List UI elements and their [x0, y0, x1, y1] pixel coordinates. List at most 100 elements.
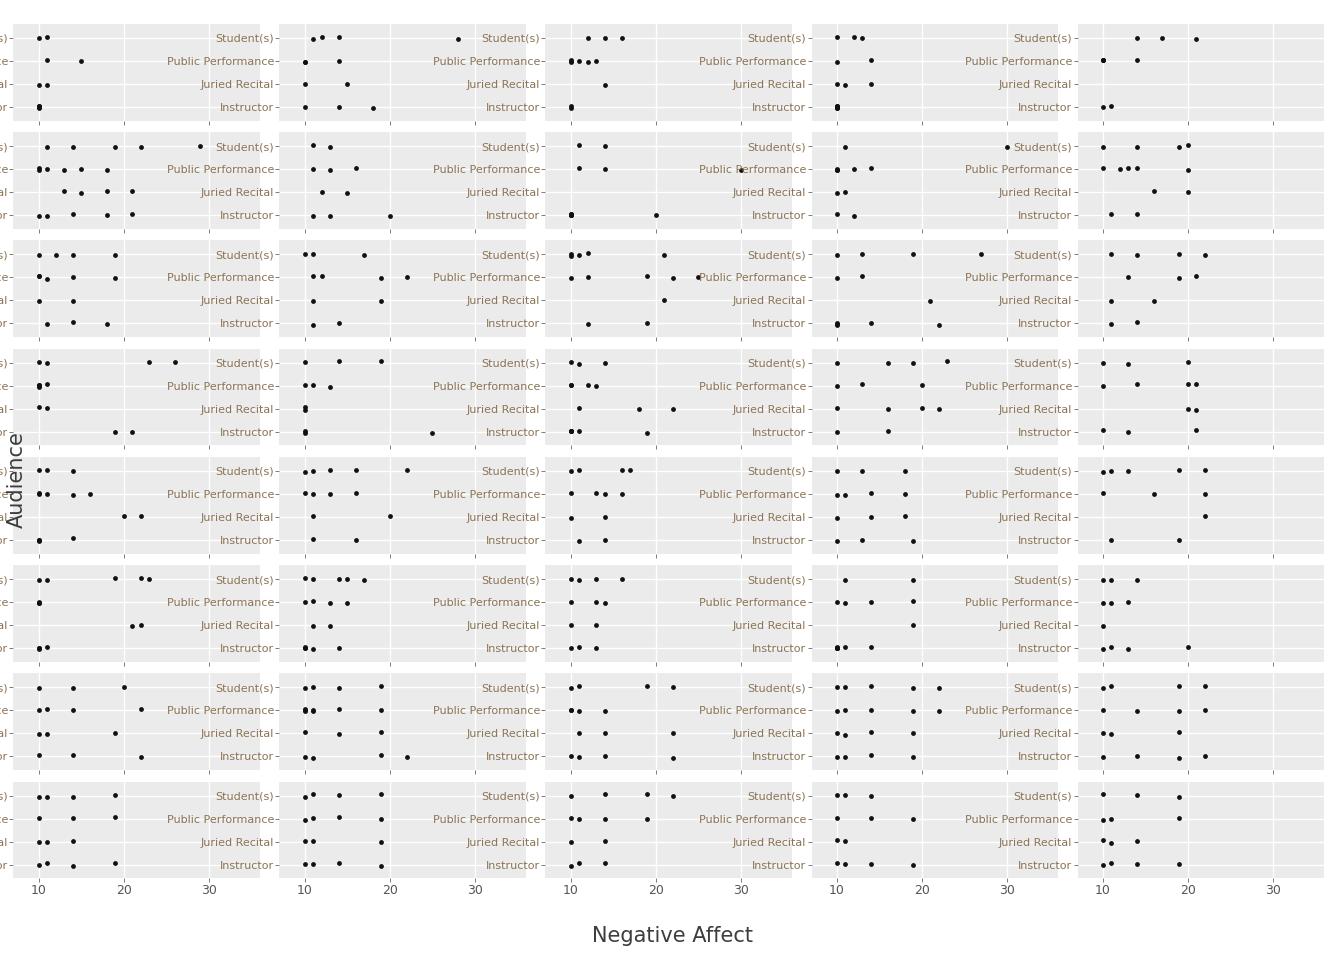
Point [827, 99, 848, 114]
Point [586, 640, 607, 656]
Point [46, 248, 67, 263]
Point [105, 139, 126, 155]
Point [594, 725, 616, 740]
Point [586, 53, 607, 68]
Point [371, 703, 392, 718]
Point [294, 247, 316, 262]
Point [1126, 856, 1148, 872]
Point [302, 487, 324, 502]
Point [294, 702, 316, 717]
Point [294, 354, 316, 370]
Point [302, 856, 324, 872]
Point [62, 747, 83, 762]
Point [594, 509, 616, 524]
Point [302, 593, 324, 609]
Point [852, 269, 874, 284]
Point [328, 99, 349, 114]
Point [302, 246, 324, 261]
Point [36, 77, 58, 92]
Point [835, 727, 856, 742]
Point [28, 378, 50, 394]
Point [903, 593, 925, 609]
Point [903, 247, 925, 262]
Point [637, 315, 659, 330]
Point [79, 486, 101, 501]
Point [312, 184, 333, 200]
Point [302, 137, 324, 153]
Point [62, 833, 83, 849]
Point [827, 316, 848, 331]
Point [28, 834, 50, 850]
Point [1195, 702, 1216, 717]
Point [294, 54, 316, 69]
Point [860, 639, 882, 655]
Point [302, 641, 324, 657]
Point [294, 749, 316, 764]
Point [860, 315, 882, 330]
Point [560, 377, 582, 393]
Point [1169, 246, 1191, 261]
Point [36, 400, 58, 416]
Point [28, 639, 50, 655]
Point [371, 679, 392, 694]
Point [827, 100, 848, 115]
Point [594, 855, 616, 871]
Point [843, 161, 864, 177]
Point [1093, 726, 1114, 741]
Point [28, 354, 50, 370]
Point [302, 787, 324, 803]
Point [860, 747, 882, 762]
Point [620, 463, 641, 478]
Point [1126, 703, 1148, 718]
Point [345, 463, 367, 478]
Point [371, 725, 392, 740]
Point [645, 207, 667, 223]
Point [827, 424, 848, 440]
Point [569, 356, 590, 372]
Point [560, 247, 582, 262]
Point [97, 206, 118, 222]
Point [1195, 749, 1216, 764]
Point [328, 855, 349, 871]
Point [1093, 52, 1114, 67]
Point [138, 571, 160, 587]
Point [843, 29, 864, 44]
Point [302, 317, 324, 332]
Point [1126, 376, 1148, 392]
Point [302, 377, 324, 393]
Point [164, 354, 185, 370]
Point [612, 31, 633, 46]
Point [827, 855, 848, 871]
Point [577, 55, 598, 70]
Point [130, 702, 152, 717]
Point [860, 485, 882, 500]
Point [1093, 812, 1114, 828]
Point [302, 208, 324, 224]
Point [294, 595, 316, 611]
Point [113, 679, 134, 694]
Point [612, 487, 633, 502]
Point [612, 571, 633, 587]
Point [302, 833, 324, 849]
Point [827, 29, 848, 44]
Point [996, 139, 1017, 155]
Point [130, 139, 152, 155]
Point [336, 185, 358, 201]
Point [328, 788, 349, 804]
Point [929, 317, 950, 332]
Point [827, 271, 848, 286]
Point [903, 857, 925, 873]
Point [860, 160, 882, 176]
Point [827, 55, 848, 70]
Point [560, 463, 582, 478]
Point [1144, 486, 1165, 501]
Point [294, 703, 316, 718]
Point [1185, 31, 1207, 46]
Point [97, 162, 118, 178]
Point [328, 54, 349, 69]
Point [1126, 833, 1148, 849]
Point [36, 355, 58, 371]
Point [28, 99, 50, 114]
Point [1101, 294, 1122, 309]
Point [28, 101, 50, 116]
